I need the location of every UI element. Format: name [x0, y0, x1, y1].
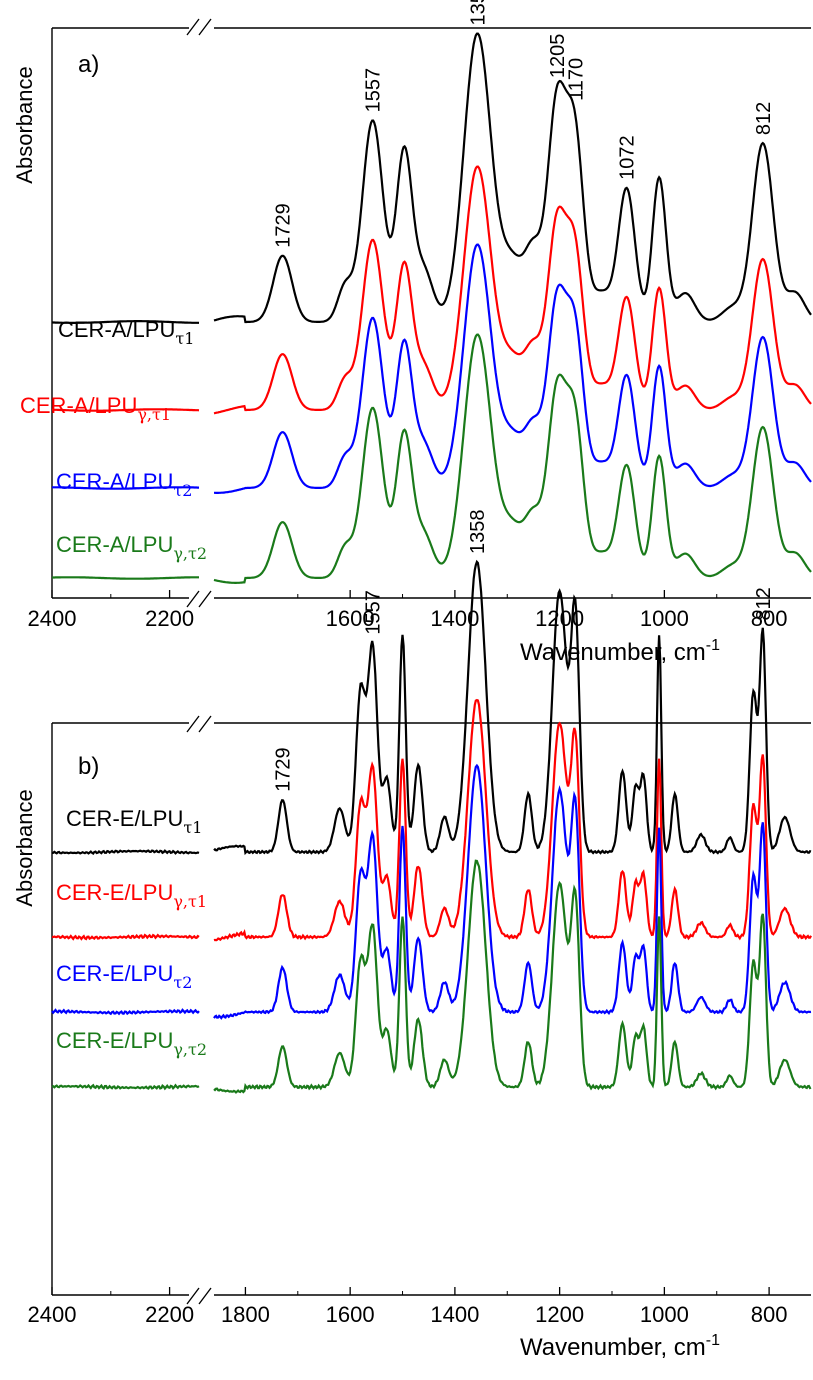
- series-label-subscript: γ,τ2: [173, 544, 207, 563]
- spectrum-line-3: [213, 333, 812, 584]
- series-label-main: CER-A/LPU: [58, 317, 175, 342]
- series-label-subscript: γ,τ2: [173, 1040, 207, 1059]
- x-axis-label-text: Wavenumber, cm: [520, 639, 706, 666]
- series-label: CER-E/LPUτ1: [66, 806, 202, 837]
- x-tick-label: 800: [751, 1302, 788, 1327]
- x-tick-label: 2200: [145, 1302, 194, 1327]
- peak-label: 812: [753, 102, 775, 135]
- spectrum-line-3: [52, 576, 199, 580]
- axis-break-mark: [198, 715, 212, 733]
- series-label-main: CER-A/LPU: [20, 393, 137, 418]
- series-label-main: CER-E/LPU: [66, 806, 183, 831]
- spectrum-line-1: [51, 933, 200, 941]
- series-label: CER-A/LPUγ,τ2: [56, 532, 207, 563]
- series-label-subscript: γ,τ1: [137, 405, 171, 424]
- peak-label: 1557: [363, 590, 385, 635]
- axis-break-mark: [198, 18, 212, 36]
- peak-label: 1729: [273, 203, 295, 248]
- spectrum-line-0: [51, 320, 200, 324]
- panel-label: a): [78, 51, 99, 78]
- peak-label: 1205: [547, 34, 569, 79]
- x-tick-label: 1000: [640, 606, 689, 631]
- spectrum-line-0: [51, 849, 200, 855]
- peak-label: 1358: [467, 510, 489, 555]
- series-label-subscript: τ2: [173, 481, 192, 500]
- series-label: CER-E/LPUγ,τ1: [56, 880, 207, 911]
- x-axis-label: Wavenumber, cm-1: [520, 1332, 720, 1361]
- series-label-main: CER-E/LPU: [56, 1028, 173, 1053]
- x-tick-label: 2200: [145, 606, 194, 631]
- peak-label: 1357: [467, 0, 489, 25]
- spectrum-line-3: [51, 1083, 200, 1091]
- x-axis-label-superscript: -1: [706, 1332, 720, 1349]
- series-label: CER-E/LPUγ,τ2: [56, 1028, 207, 1059]
- x-axis-label-text: Wavenumber, cm: [520, 1334, 706, 1361]
- spectrum-line-2: [214, 243, 812, 494]
- axis-break-mark: [198, 590, 212, 608]
- x-axis-label: Wavenumber, cm-1: [520, 637, 720, 666]
- spectrum-line-1: [52, 408, 200, 412]
- series-label-subscript: τ2: [173, 973, 192, 992]
- peak-label: 1170: [565, 58, 587, 101]
- spectrum-line-2: [213, 763, 812, 1020]
- x-axis-label-superscript: -1: [706, 637, 720, 654]
- spectrum-line-3: [213, 859, 812, 1094]
- axis-break-mark: [186, 18, 200, 36]
- x-tick-label: 1800: [221, 1302, 270, 1327]
- y-axis-label: Absorbance: [12, 66, 37, 183]
- x-tick-label: 2400: [28, 1302, 77, 1327]
- series-label: CER-A/LPUτ2: [56, 469, 192, 500]
- peak-label: 1729: [273, 747, 295, 792]
- spectrum-line-0: [213, 559, 812, 856]
- series-label-subscript: γ,τ1: [173, 892, 207, 911]
- axis-break-mark: [198, 1287, 212, 1305]
- series-label-main: CER-A/LPU: [56, 532, 173, 557]
- panel-label: b): [78, 753, 99, 780]
- series-label-main: CER-A/LPU: [56, 469, 173, 494]
- series-label: CER-E/LPUτ2: [56, 961, 192, 992]
- axis-break-mark: [186, 1287, 200, 1305]
- chart-panel-b: 2400 2200 1800 1600 1400 1200 1000 800 Wavenumbe…: [12, 510, 812, 1361]
- series-label-main: CER-E/LPU: [56, 961, 173, 986]
- x-tick-label: 1600: [326, 1302, 375, 1327]
- y-axis-label: Absorbance: [12, 789, 37, 906]
- series-label-subscript: τ1: [175, 329, 194, 348]
- peak-label: 812: [753, 587, 775, 620]
- spectrum-line-1: [213, 165, 812, 415]
- x-tick-label: 2400: [28, 606, 77, 631]
- spectrum-line-2: [51, 1008, 200, 1016]
- series-label: CER-A/LPUτ1: [58, 317, 194, 348]
- peak-label: 1557: [363, 68, 385, 113]
- x-tick-label: 1400: [430, 1302, 479, 1327]
- axis-break-mark: [186, 590, 200, 608]
- axis-break-mark: [186, 715, 200, 733]
- x-tick-label: 800: [751, 606, 788, 631]
- series-label-subscript: τ1: [183, 818, 202, 837]
- spectrum-line-2: [52, 486, 199, 490]
- spectrum-line-0: [213, 32, 812, 324]
- x-tick-label: 1600: [326, 606, 375, 631]
- x-tick-label: 1200: [535, 1302, 584, 1327]
- spectrum-line-1: [213, 698, 812, 942]
- x-tick-label: 1000: [640, 1302, 689, 1327]
- peak-label: 1072: [617, 135, 639, 180]
- series-label: CER-A/LPUγ,τ1: [20, 393, 171, 424]
- series-label-main: CER-E/LPU: [56, 880, 173, 905]
